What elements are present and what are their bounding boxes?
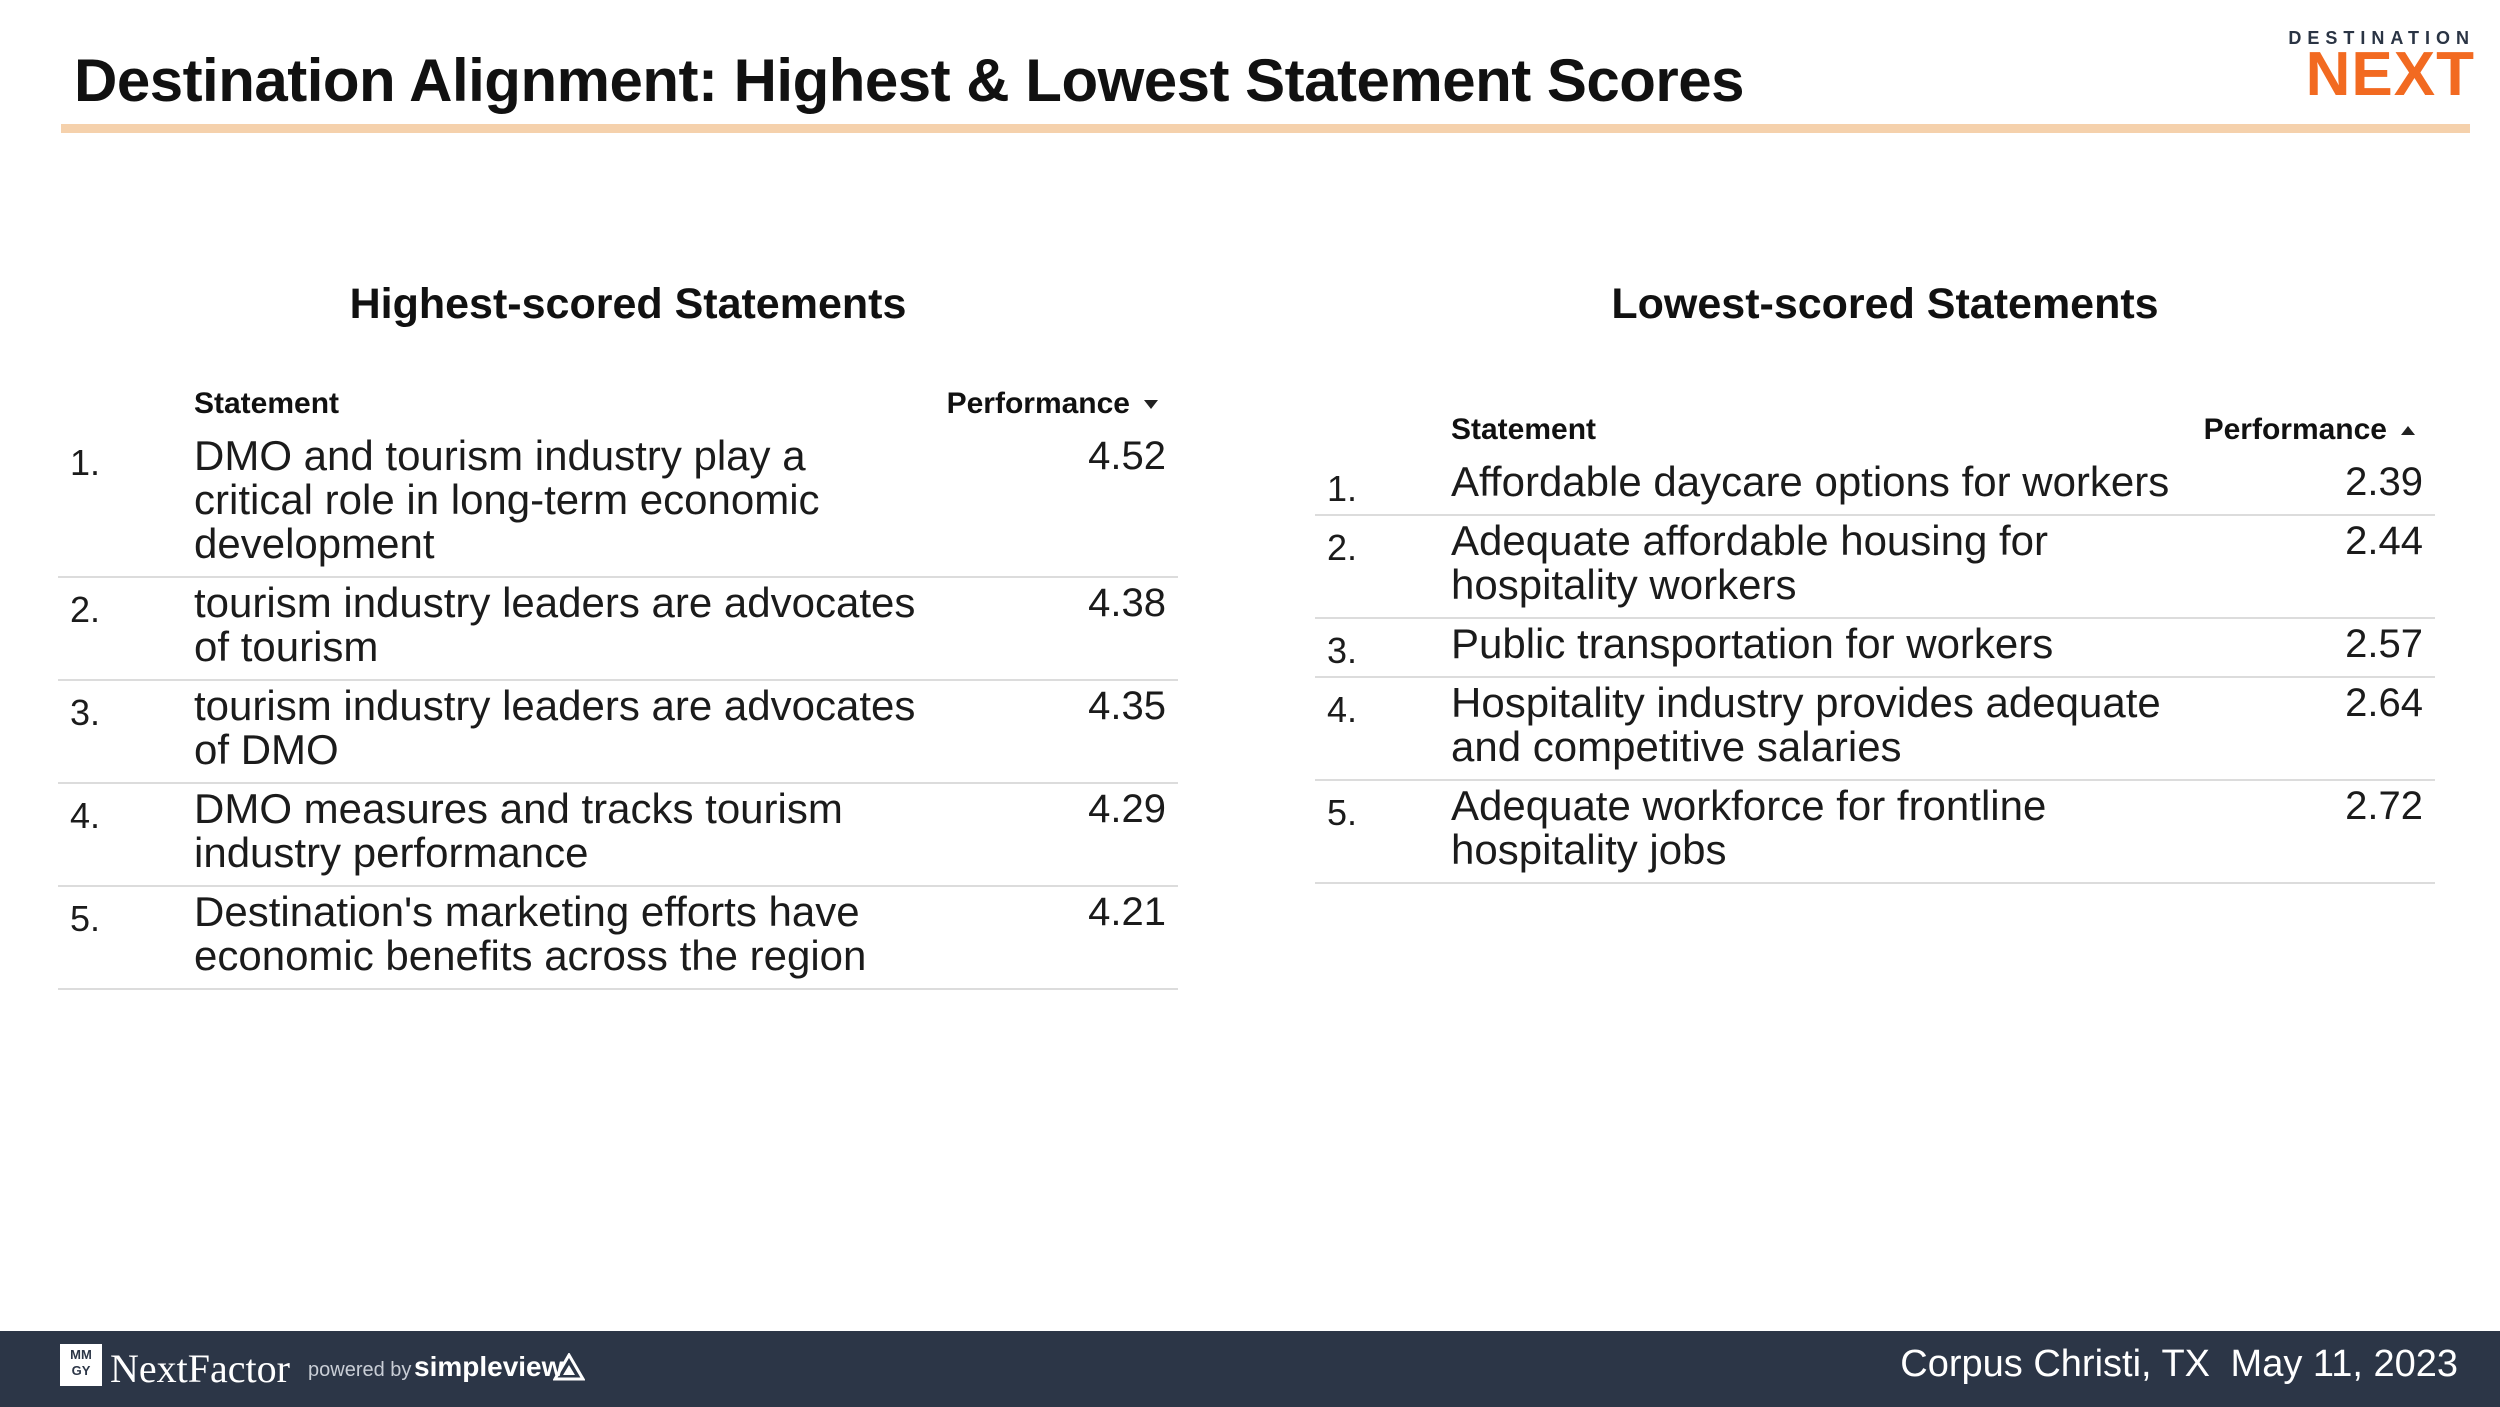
row-performance-value: 4.35 — [1088, 684, 1166, 728]
row-statement: Adequate workforce for frontline hospita… — [1451, 782, 2047, 873]
highest-statements-panel: Highest-scored Statements Statement Perf… — [58, 280, 1178, 990]
row-performance-value: 2.57 — [2345, 622, 2423, 666]
row-statement: Public transportation for workers — [1451, 620, 2054, 667]
mmgy-logo: MM GY — [60, 1344, 102, 1386]
row-rank: 5. — [70, 898, 101, 939]
table-row: 5. Adequate workforce for frontline hospi… — [1315, 781, 2435, 884]
row-rank: 4. — [70, 795, 101, 836]
sort-ascending-icon[interactable] — [2401, 425, 2415, 435]
lowest-panel-title: Lowest-scored Statements — [1611, 280, 2159, 328]
column-header-statement[interactable]: Statement — [194, 387, 340, 420]
highest-panel-title: Highest-scored Statements — [349, 280, 907, 328]
row-performance-value: 4.29 — [1088, 787, 1166, 831]
row-statement: tourism industry leaders are advocates o… — [194, 682, 916, 773]
logo-top-text: DESTINATION — [2288, 28, 2475, 48]
logo-main-text: NEXT — [2306, 44, 2475, 106]
row-statement: tourism industry leaders are advocates o… — [194, 579, 916, 670]
row-statement: DMO measures and tracks tourism industry… — [194, 785, 843, 876]
row-statement: DMO and tourism industry play a critical… — [194, 432, 820, 567]
column-header-performance[interactable]: Performance — [947, 387, 1158, 421]
table-row: 3. Public transportation for workers 2.57 — [1315, 619, 2435, 678]
table-row: 1. DMO and tourism industry play a critic… — [58, 431, 1178, 578]
row-performance-value: 2.44 — [2345, 519, 2423, 563]
row-statement: Affordable daycare options for workers — [1451, 458, 2170, 505]
simpleview-mark-icon — [553, 1353, 585, 1381]
footer-location: Corpus Christi, TX — [1900, 1343, 2210, 1385]
table-row: 4. Hospitality industry provides adequate… — [1315, 678, 2435, 781]
row-performance-value: 2.72 — [2345, 784, 2423, 828]
logo-main-word: NEXT — [2305, 40, 2475, 109]
table-row: 3. tourism industry leaders are advocates… — [58, 681, 1178, 784]
row-statement: Destination's marketing efforts have eco… — [194, 888, 867, 979]
powered-by-label: powered by — [308, 1359, 412, 1381]
column-header-performance-label: Performance — [2203, 413, 2387, 446]
highest-table-header: Statement Performance — [58, 387, 1178, 427]
row-performance-value: 2.64 — [2345, 681, 2423, 725]
destination-next-logo: DESTINATION NEXT — [2288, 28, 2475, 108]
lowest-table-header: Statement Performance — [1315, 413, 2435, 453]
highest-table-body: 1. DMO and tourism industry play a critic… — [58, 431, 1178, 990]
sort-descending-icon[interactable] — [1144, 399, 1158, 409]
page-title: Destination Alignment: Highest & Lowest … — [74, 47, 1745, 114]
table-row: 5. Destination's marketing efforts have e… — [58, 887, 1178, 990]
row-rank: 3. — [1327, 630, 1358, 671]
row-rank: 5. — [1327, 792, 1358, 833]
row-rank: 2. — [70, 589, 101, 630]
row-performance-value: 4.52 — [1088, 434, 1166, 478]
lowest-statements-panel: Lowest-scored Statements Statement Perfo… — [1315, 280, 2435, 884]
column-header-statement[interactable]: Statement — [1451, 413, 1597, 446]
row-performance-value: 2.39 — [2345, 460, 2423, 504]
footer-date: May 11, 2023 — [2230, 1343, 2458, 1385]
simpleview-brand: simpleview — [414, 1351, 564, 1382]
row-rank: 1. — [70, 442, 101, 483]
table-row: 4. DMO measures and tracks tourism indust… — [58, 784, 1178, 887]
row-rank: 2. — [1327, 527, 1358, 568]
row-rank: 1. — [1327, 468, 1358, 509]
row-rank: 3. — [70, 692, 101, 733]
row-rank: 4. — [1327, 689, 1358, 730]
lowest-table-body: 1. Affordable daycare options for workers… — [1315, 457, 2435, 884]
row-performance-value: 4.38 — [1088, 581, 1166, 625]
row-statement: Adequate affordable housing for hospital… — [1451, 517, 2049, 608]
footer-bar: MM GY NextFactor powered by simpleview C… — [0, 1331, 2500, 1407]
table-row: 1. Affordable daycare options for workers… — [1315, 457, 2435, 516]
row-performance-value: 4.21 — [1088, 890, 1166, 934]
table-row: 2. Adequate affordable housing for hospit… — [1315, 516, 2435, 619]
table-row: 2. tourism industry leaders are advocates… — [58, 578, 1178, 681]
row-statement: Hospitality industry provides adequate a… — [1451, 679, 2161, 770]
title-rule — [61, 124, 2470, 133]
column-header-performance-label: Performance — [946, 387, 1130, 420]
nextfactor-brand: NextFactor — [110, 1346, 290, 1391]
column-header-performance[interactable]: Performance — [2204, 413, 2415, 447]
